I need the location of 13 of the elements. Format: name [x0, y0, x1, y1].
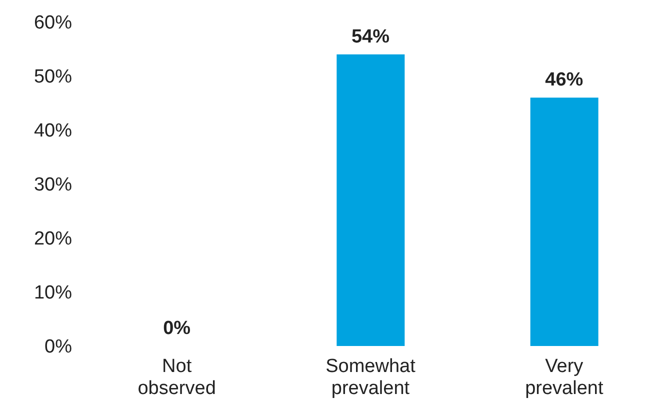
- y-tick-label: 50%: [34, 66, 72, 88]
- x-tick-label: Very prevalent: [525, 356, 604, 399]
- x-tick-label: Not observed: [138, 356, 216, 399]
- data-label: 54%: [351, 26, 390, 48]
- y-tick-label: 0%: [44, 336, 72, 358]
- y-tick-label: 10%: [34, 282, 72, 304]
- data-label: 0%: [163, 318, 191, 339]
- data-label: 46%: [545, 70, 584, 91]
- x-tick-label: Somewhat prevalent: [326, 356, 416, 399]
- y-tick-label: 40%: [34, 120, 72, 142]
- y-tick-label: 30%: [34, 174, 72, 196]
- y-tick-label: 20%: [34, 228, 72, 250]
- y-tick-label: 60%: [34, 12, 72, 34]
